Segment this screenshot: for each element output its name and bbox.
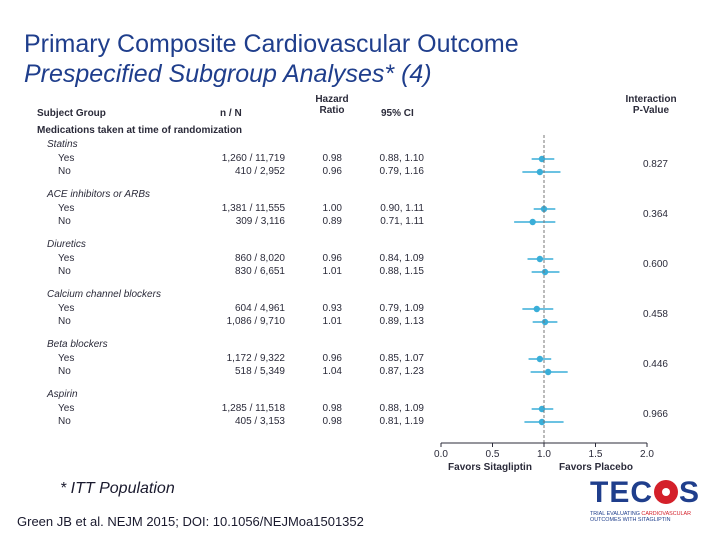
header-interaction-line2: P-Value bbox=[632, 105, 670, 116]
x-tick-label: 1.0 bbox=[537, 449, 551, 460]
row-n-over-n: 860 / 8,020 bbox=[234, 253, 285, 264]
row-hazard-ratio: 0.93 bbox=[322, 303, 342, 314]
row-hazard-ratio: 0.96 bbox=[322, 166, 342, 177]
row-n-over-n: 1,260 / 11,719 bbox=[221, 153, 285, 164]
row-ci: 0.79, 1.09 bbox=[379, 303, 424, 314]
hazard-ratio-point bbox=[540, 205, 548, 213]
row-n-over-n: 309 / 3,116 bbox=[235, 216, 285, 227]
interaction-p-value: 0.600 bbox=[642, 259, 668, 270]
row-hazard-ratio: 1.04 bbox=[322, 366, 342, 377]
hazard-ratio-point bbox=[536, 255, 544, 263]
tecos-logo-word: TEC S bbox=[590, 476, 701, 509]
interaction-p-value: 0.966 bbox=[642, 409, 668, 420]
row-label: No bbox=[58, 216, 71, 227]
row-n-over-n: 1,086 / 9,710 bbox=[226, 316, 285, 327]
row-hazard-ratio: 0.98 bbox=[322, 403, 342, 414]
logo-target-icon bbox=[654, 480, 678, 504]
row-ci: 0.88, 1.15 bbox=[379, 266, 424, 277]
row-n-over-n: 604 / 4,961 bbox=[234, 303, 285, 314]
row-hazard-ratio: 0.96 bbox=[322, 253, 342, 264]
group-name: Calcium channel blockers bbox=[47, 289, 161, 300]
row-hazard-ratio: 1.00 bbox=[322, 203, 342, 214]
header-ci: 95% CI bbox=[381, 108, 414, 119]
group-name: Statins bbox=[47, 139, 78, 150]
interaction-p-value: 0.446 bbox=[642, 359, 668, 370]
logo-sub-line1b: CARDIOVASCULAR bbox=[641, 511, 692, 517]
page-title: Primary Composite Cardiovascular Outcome bbox=[24, 30, 519, 58]
footnote: * ITT Population bbox=[60, 480, 175, 497]
row-n-over-n: 410 / 2,952 bbox=[234, 166, 285, 177]
x-tick-label: 1.5 bbox=[589, 449, 603, 460]
row-ci: 0.71, 1.11 bbox=[380, 216, 424, 227]
row-label: Yes bbox=[58, 303, 75, 314]
row-ci: 0.87, 1.23 bbox=[379, 366, 424, 377]
x-tick-label: 0.5 bbox=[486, 449, 500, 460]
logo-sub-line1a: TRIAL EVALUATING bbox=[590, 511, 642, 517]
group-name: Aspirin bbox=[47, 389, 78, 400]
row-n-over-n: 1,285 / 11,518 bbox=[221, 403, 285, 414]
row-ci: 0.79, 1.16 bbox=[379, 166, 424, 177]
row-hazard-ratio: 0.98 bbox=[322, 416, 342, 427]
interaction-p-value: 0.827 bbox=[642, 159, 668, 170]
row-n-over-n: 1,381 / 11,555 bbox=[221, 203, 285, 214]
x-label-favors-sitagliptin: Favors Sitagliptin bbox=[448, 462, 532, 473]
row-ci: 0.90, 1.11 bbox=[380, 203, 424, 214]
interaction-p-value: 0.458 bbox=[642, 309, 668, 320]
hazard-ratio-point bbox=[533, 305, 540, 313]
tecos-logo-subtitle: TRIAL EVALUATING CARDIOVASCULAR OUTCOMES… bbox=[590, 511, 702, 523]
row-n-over-n: 518 / 5,349 bbox=[234, 366, 285, 377]
group-name: Beta blockers bbox=[47, 339, 108, 350]
row-ci: 0.85, 1.07 bbox=[379, 353, 424, 364]
tecos-logo: TEC S TRIAL EVALUATING CARDIOVASCULAR OUT… bbox=[590, 478, 702, 528]
row-ci: 0.88, 1.10 bbox=[379, 153, 424, 164]
row-ci: 0.84, 1.09 bbox=[379, 253, 424, 264]
hazard-ratio-point bbox=[541, 268, 549, 276]
row-label: Yes bbox=[58, 253, 75, 264]
row-n-over-n: 830 / 6,651 bbox=[234, 266, 285, 277]
hazard-ratio-point bbox=[544, 368, 552, 376]
row-label: Yes bbox=[58, 353, 75, 364]
row-label: No bbox=[58, 266, 71, 277]
row-n-over-n: 1,172 / 9,322 bbox=[226, 353, 285, 364]
row-hazard-ratio: 0.89 bbox=[322, 216, 342, 227]
row-ci: 0.81, 1.19 bbox=[379, 416, 424, 427]
row-label: No bbox=[58, 416, 71, 427]
hazard-ratio-point bbox=[536, 355, 544, 363]
x-tick-label: 0.0 bbox=[434, 449, 448, 460]
interaction-p-value: 0.364 bbox=[642, 209, 668, 220]
row-label: Yes bbox=[58, 403, 75, 414]
row-hazard-ratio: 1.01 bbox=[322, 316, 342, 327]
row-label: Yes bbox=[58, 153, 75, 164]
row-hazard-ratio: 0.98 bbox=[322, 153, 342, 164]
group-name: Diuretics bbox=[47, 239, 86, 250]
header-interaction-line1: Interaction bbox=[625, 94, 677, 105]
logo-sub-line2: OUTCOMES WITH SITAGLIPTIN bbox=[590, 517, 671, 523]
x-label-favors-placebo: Favors Placebo bbox=[559, 462, 633, 473]
forest-plot: 0.0 0.5 1.0 1.5 2.0 Favors Sitagliptin Favors … bbox=[434, 135, 654, 473]
row-label: No bbox=[58, 366, 71, 377]
page-subtitle: Prespecified Subgroup Analyses* (4) bbox=[24, 60, 432, 88]
hazard-ratio-point bbox=[541, 318, 549, 326]
header-subject-group: Subject Group bbox=[37, 108, 106, 119]
row-label: Yes bbox=[58, 203, 75, 214]
row-ci: 0.88, 1.09 bbox=[379, 403, 424, 414]
header-hazard-ratio: Hazard Ratio bbox=[312, 94, 352, 116]
header-interaction: Interaction P-Value bbox=[616, 94, 686, 116]
hazard-ratio-point bbox=[536, 168, 544, 176]
row-hazard-ratio: 1.01 bbox=[322, 266, 342, 277]
header-hazard-ratio-line2: Ratio bbox=[319, 105, 345, 116]
section-label: Medications taken at time of randomizati… bbox=[37, 125, 243, 136]
header-n-over-n: n / N bbox=[220, 108, 242, 119]
header-hazard-ratio-line1: Hazard bbox=[315, 94, 349, 105]
row-ci: 0.89, 1.13 bbox=[379, 316, 424, 327]
row-label: No bbox=[58, 316, 71, 327]
row-hazard-ratio: 0.96 bbox=[322, 353, 342, 364]
citation: Green JB et al. NEJM 2015; DOI: 10.1056/… bbox=[17, 514, 364, 529]
row-n-over-n: 405 / 3,153 bbox=[234, 416, 285, 427]
x-tick-label: 2.0 bbox=[640, 449, 654, 460]
hazard-ratio-point bbox=[529, 218, 536, 226]
group-name: ACE inhibitors or ARBs bbox=[47, 189, 150, 200]
row-label: No bbox=[58, 166, 71, 177]
